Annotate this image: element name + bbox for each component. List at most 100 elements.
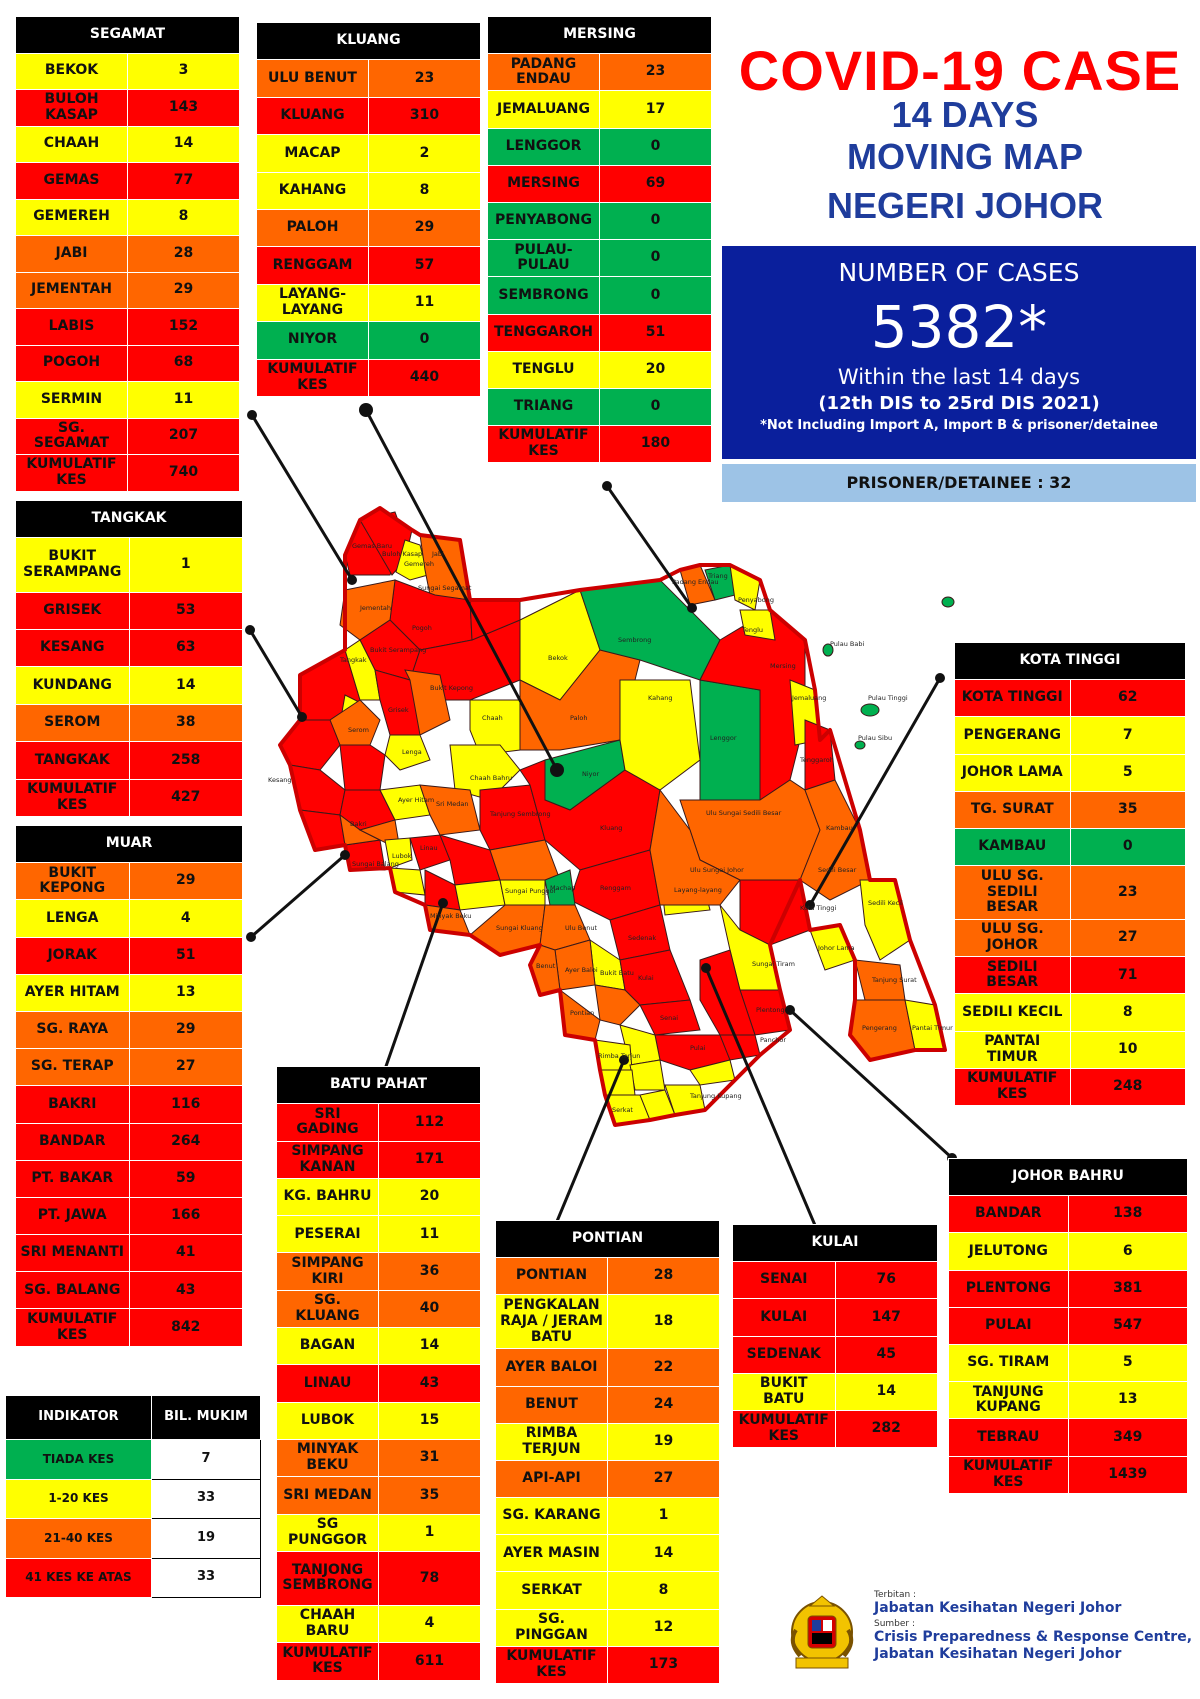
total-row: KUMULATIF KES 611 — [276, 1642, 481, 1681]
map-label: Bakri — [350, 820, 367, 828]
map-label: Gemas Baru — [352, 542, 392, 550]
mukim-name: BUKIT SERAMPANG — [15, 537, 130, 593]
mukim-pulau-pulau — [941, 596, 955, 608]
mukim-row: JELUTONG 6 — [948, 1232, 1188, 1271]
mukim-name: ULU SG. SEDILI BESAR — [954, 865, 1071, 921]
mukim-peserai — [454, 879, 506, 911]
mukim-cases: 7 — [1069, 716, 1186, 755]
district-header: PONTIAN — [495, 1219, 720, 1259]
mukim-name: TENGLU — [487, 350, 600, 389]
mukim-row: SEDENAK 45 — [732, 1335, 938, 1374]
table-tangkak: TANGKAK BUKIT SERAMPANG 1 GRISEK 53 KESANG 63 K… — [15, 499, 243, 817]
mukim-row: TANJONG SEMBRONG 78 — [276, 1550, 481, 1606]
mukim-cases: 12 — [607, 1608, 720, 1647]
map-label: Minyak Beku — [430, 912, 471, 920]
mukim-cases: 45 — [834, 1335, 938, 1374]
mukim-row: BUKIT SERAMPANG 1 — [15, 537, 243, 593]
mukim-cases: 0 — [599, 201, 712, 241]
map-label: Kahang — [648, 694, 672, 702]
legend-count: 33 — [151, 1557, 261, 1598]
mukim-lubok — [384, 837, 413, 869]
mukim-cases: 14 — [128, 666, 243, 705]
mukim-cases: 71 — [1069, 956, 1186, 995]
mukim-name: SERKAT — [495, 1571, 608, 1610]
mukim-row: SIMPANG KIRI 36 — [276, 1252, 481, 1291]
mukim-row: BANDAR 264 — [15, 1122, 243, 1161]
mukim-cases: 23 — [599, 53, 712, 92]
mukim-cases: 547 — [1067, 1306, 1188, 1345]
map-label: Ulu Sungai Sedili Besar — [706, 809, 782, 817]
table-kota-tinggi: KOTA TINGGI KOTA TINGGI 62 PENGERANG 7 JOHOR … — [954, 641, 1186, 1107]
district-header: BATU PAHAT — [276, 1065, 481, 1105]
mukim-row: KUNDANG 14 — [15, 666, 243, 705]
legend-row: TIADA KES 7 — [5, 1439, 261, 1480]
mukim-jorak — [339, 744, 386, 791]
mukim-name: GRISEK — [15, 591, 130, 631]
mukim-cases: 1 — [607, 1497, 720, 1536]
total-cases: 5382* — [870, 293, 1048, 361]
mukim-name: BAKRI — [15, 1085, 130, 1124]
mukim-row: SG. RAYA 29 — [15, 1010, 243, 1050]
published-label: Terbitan : — [874, 1590, 917, 1600]
mukim-row: LINAU 43 — [276, 1364, 481, 1403]
mukim-cases: 22 — [607, 1348, 720, 1387]
mukim-sri-medan — [419, 784, 481, 836]
mukim-cases: 310 — [368, 96, 481, 136]
mukim-bukit-serampang — [344, 639, 381, 701]
mukim-row: PADANG ENDAU 23 — [487, 53, 712, 92]
map-label: Paloh — [570, 714, 588, 722]
mukim-row: SG. KARANG 1 — [495, 1497, 720, 1536]
legend-header-indikator: INDIKATOR — [5, 1395, 152, 1440]
mukim-cases: 17 — [599, 90, 712, 129]
mukim-row: LABIS 152 — [15, 308, 240, 346]
mukim-name: MERSING — [487, 164, 600, 203]
mukim-cases: 381 — [1067, 1269, 1188, 1308]
mukim-row: SIMPANG KANAN 171 — [276, 1140, 481, 1179]
island-pulau-tinggi — [860, 703, 880, 717]
mukim-row: SERKAT 8 — [495, 1571, 720, 1610]
mukim-name: SIMPANG KANAN — [276, 1140, 379, 1179]
total-label: KUMULATIF KES — [256, 358, 369, 397]
mukim-row: SG. BALANG 43 — [15, 1271, 243, 1310]
mukim-name: PENYABONG — [487, 201, 600, 241]
mukim-name: POGOH — [15, 344, 128, 382]
map-label: Buloh Kasap — [382, 550, 422, 558]
total-row: KUMULATIF KES 427 — [15, 778, 243, 817]
map-label: Padang Endau — [672, 578, 719, 586]
mukim-cases: 0 — [599, 276, 712, 315]
mukim-cases: 20 — [599, 350, 712, 389]
map-label: Mersing — [770, 662, 796, 670]
island-pulau-babi — [822, 643, 834, 657]
table-mersing: MERSING PADANG ENDAU 23 JEMALUANG 17 LENGGOR 0… — [487, 15, 712, 464]
mukim-row: PENGKALAN RAJA / JERAM BATU 18 — [495, 1294, 720, 1350]
credits: Terbitan : Jabatan Kesihatan Negeri Joho… — [874, 1590, 1194, 1663]
source-line-1: Crisis Preparedness & Response Centre, — [874, 1629, 1193, 1645]
mukim-cases: 11 — [378, 1215, 481, 1254]
mukim-name: SG. BALANG — [15, 1271, 130, 1310]
map-label: Jemaluang — [791, 694, 826, 702]
map-label: Sungai Balang — [352, 860, 399, 868]
total-label: KUMULATIF KES — [495, 1645, 608, 1685]
mukim-name: KLUANG — [256, 96, 369, 136]
mukim-row: PENGERANG 7 — [954, 716, 1186, 755]
map-label: Penyabong — [738, 596, 774, 604]
mukim-cases: 11 — [368, 283, 481, 323]
mukim-row: KLUANG 310 — [256, 96, 481, 136]
mukim-name: SG. KLUANG — [276, 1289, 379, 1329]
mukim-cases: 35 — [378, 1476, 481, 1515]
mukim-name: AYER HITAM — [15, 973, 130, 1012]
map-label: Tanjung Sembrong — [489, 810, 551, 818]
map-label: Bukit Batu — [600, 969, 634, 977]
legend-label: TIADA KES — [5, 1439, 152, 1480]
table-kulai: KULAI SENAI 76 KULAI 147 SEDENAK 45 BUKIT BATU 1… — [732, 1223, 938, 1449]
map-label: Rimba Terjun — [598, 1052, 640, 1060]
mukim-cases: 143 — [127, 89, 240, 127]
mukim-cases: 15 — [378, 1401, 481, 1440]
total-value: 180 — [599, 425, 712, 464]
total-value: 1439 — [1067, 1455, 1188, 1494]
legend-table: INDIKATOR BIL. MUKIM TIADA KES 7 1-20 KES 3… — [5, 1395, 261, 1598]
mukim-cases: 8 — [127, 198, 240, 236]
total-value: 611 — [378, 1642, 481, 1681]
mukim-cases: 14 — [378, 1327, 481, 1366]
